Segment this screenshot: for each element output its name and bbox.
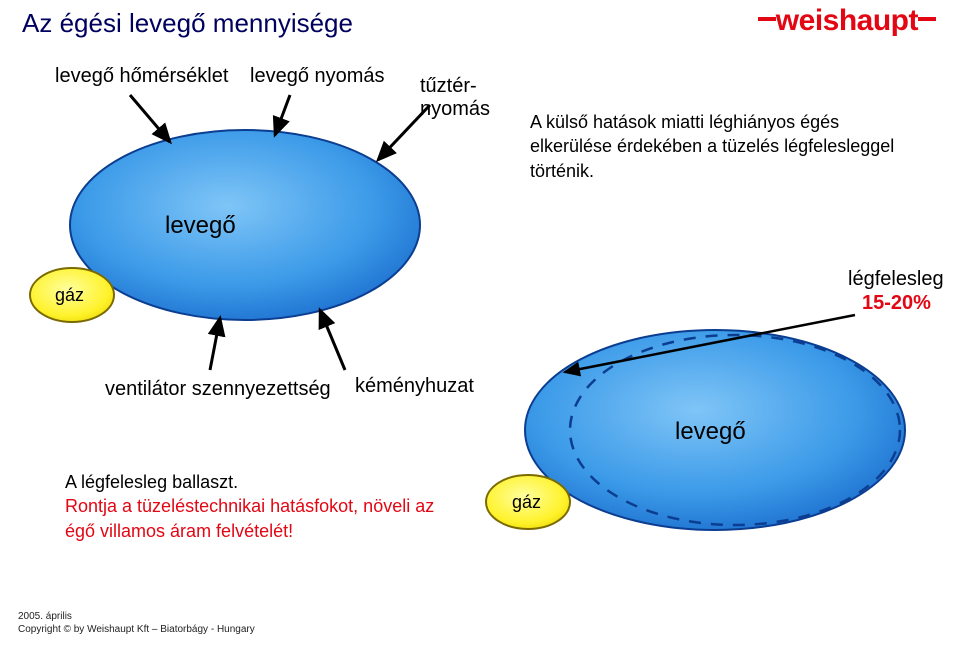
note-explanation: A külső hatások miatti léghiányos égés e… <box>530 110 910 183</box>
label-temperature: levegő hőmérséklet <box>55 65 228 88</box>
label-furnace-pressure: tűztér- nyomás <box>420 75 490 121</box>
label-fan-dirt: ventilátor szennyezettség <box>105 378 331 401</box>
label-pressure: levegő nyomás <box>250 65 385 88</box>
arrow-chimney <box>320 310 345 370</box>
label-chimney-draft: kéményhuzat <box>355 375 474 398</box>
arrow-press <box>275 95 290 135</box>
note-ballast-line1: A légfelesleg ballaszt. <box>65 472 238 492</box>
label-excess-air: légfelesleg <box>848 268 944 291</box>
label-excess-pct: 15-20% <box>862 292 931 315</box>
footer-date: 2005. április <box>18 610 255 623</box>
page: Az égési levegő mennyisége weishaupt <box>0 0 960 646</box>
footer: 2005. április Copyright © by Weishaupt K… <box>18 610 255 636</box>
label-air-1: levegő <box>165 212 236 240</box>
label-gas-1: gáz <box>55 285 84 306</box>
label-air-2: levegő <box>675 418 746 446</box>
air-ellipse-1 <box>70 130 420 320</box>
arrow-fan <box>210 318 220 370</box>
arrow-temp <box>130 95 170 142</box>
footer-copyright: Copyright © by Weishaupt Kft – Biatorbág… <box>18 623 255 636</box>
label-gas-2: gáz <box>512 492 541 513</box>
note-ballast-line2: Rontja a tüzeléstechnikai hatásfokot, nö… <box>65 496 434 540</box>
